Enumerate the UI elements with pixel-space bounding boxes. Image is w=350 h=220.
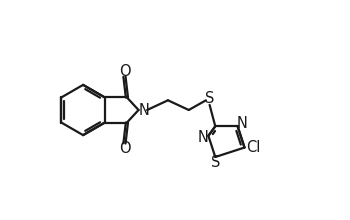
Text: O: O	[119, 64, 130, 79]
Text: N: N	[197, 130, 208, 145]
Text: S: S	[205, 91, 214, 106]
Text: S: S	[211, 155, 220, 170]
Text: N: N	[237, 116, 248, 131]
Text: Cl: Cl	[246, 140, 261, 155]
Text: N: N	[138, 103, 149, 117]
Text: O: O	[119, 141, 130, 156]
